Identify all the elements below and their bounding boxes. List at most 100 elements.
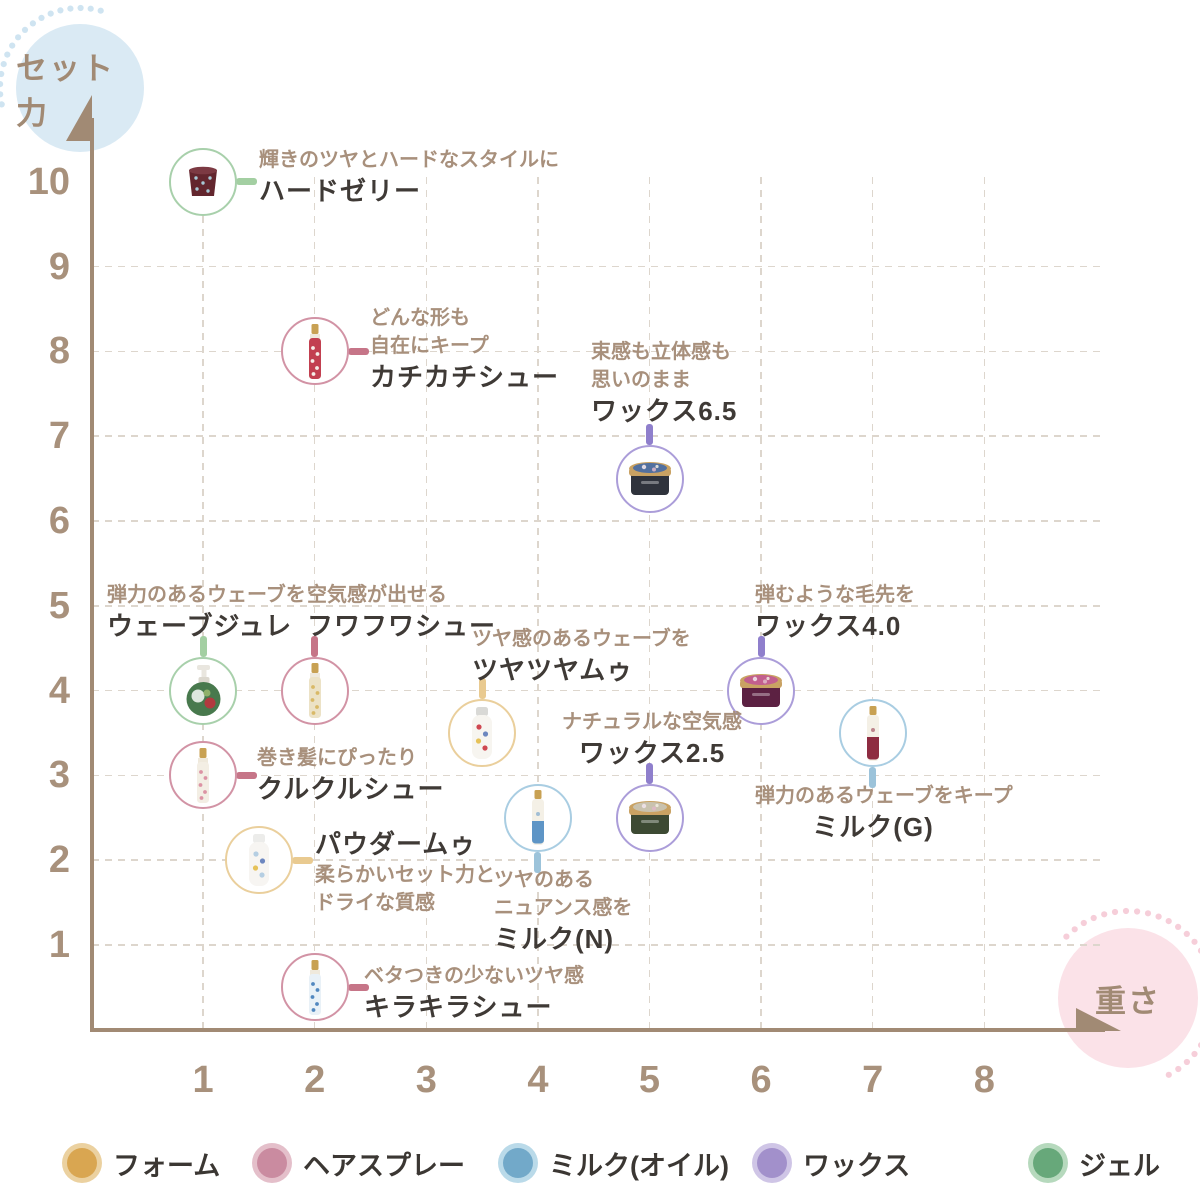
gridline-horizontal bbox=[92, 689, 1102, 692]
x-badge-dot bbox=[1090, 914, 1097, 922]
product-name: ワックス6.5 bbox=[591, 396, 738, 426]
x-tick-label: 5 bbox=[638, 1059, 661, 1101]
x-badge-dot bbox=[1165, 918, 1172, 925]
x-badge-dot bbox=[1165, 1071, 1172, 1078]
y-tick-label: 1 bbox=[48, 924, 70, 966]
product-icon bbox=[307, 663, 323, 719]
x-badge-dot bbox=[1155, 913, 1162, 920]
y-axis-label: セット力 bbox=[16, 51, 115, 131]
legend-dot bbox=[257, 1148, 287, 1178]
legend-item: ミルク(オイル) bbox=[503, 1148, 729, 1181]
gridline-vertical bbox=[648, 177, 651, 1028]
product-caption: ベタつきの少ないツヤ感 bbox=[364, 965, 584, 987]
product-label: ナチュラルな空気感ワックス2.5 bbox=[557, 708, 747, 770]
product-caption: ドライな質感 bbox=[315, 892, 435, 914]
x-badge-dot bbox=[1191, 1050, 1198, 1058]
product-name: ツヤツヤムゥ bbox=[472, 655, 634, 685]
product-caption: 柔らかいセット力と bbox=[315, 864, 495, 886]
y-tick-label: 4 bbox=[48, 669, 70, 712]
connector-stub bbox=[869, 767, 877, 788]
x-tick-label: 1 bbox=[192, 1059, 214, 1101]
gridline-vertical bbox=[871, 177, 874, 1028]
x-tick-label: 7 bbox=[862, 1059, 884, 1101]
product-name: ワックス2.5 bbox=[578, 738, 726, 768]
product-marker bbox=[280, 953, 349, 1022]
x-badge-dot bbox=[1080, 919, 1087, 927]
gridline-horizontal bbox=[92, 265, 1102, 268]
x-tick-label: 2 bbox=[304, 1059, 326, 1101]
y-tick-label: 7 bbox=[48, 415, 70, 458]
product-icon bbox=[530, 790, 546, 846]
y-axis-line bbox=[90, 118, 94, 1031]
product-marker bbox=[224, 826, 293, 895]
x-tick-label: 8 bbox=[973, 1059, 995, 1101]
y-badge-dot bbox=[38, 14, 45, 21]
gridline-horizontal bbox=[92, 774, 1102, 777]
y-tick-label: 2 bbox=[48, 839, 70, 882]
y-badge-dot bbox=[87, 5, 94, 12]
product-name: キラキラシュー bbox=[364, 992, 553, 1022]
product-icon bbox=[247, 834, 271, 887]
y-badge-dot bbox=[57, 7, 64, 14]
y-badge-dot bbox=[47, 10, 54, 17]
y-badge-dot bbox=[4, 51, 11, 58]
x-badge-dot bbox=[1134, 908, 1141, 915]
connector-stub bbox=[347, 983, 369, 991]
connector-stub bbox=[478, 678, 486, 699]
legend-item: ジェル bbox=[1033, 1148, 1160, 1181]
gridline-horizontal bbox=[92, 859, 1102, 861]
gridline-horizontal bbox=[92, 350, 1102, 353]
product-caption: 弾むような毛先を bbox=[755, 584, 915, 606]
gridline-horizontal bbox=[92, 520, 1102, 522]
product-caption: 束感も立体感も bbox=[591, 341, 731, 363]
product-icon bbox=[195, 747, 211, 803]
x-axis-badge: 重さ bbox=[1058, 928, 1198, 1068]
product-label: 空気感が出せる フワフワシュー bbox=[307, 581, 496, 643]
y-tick-label: 9 bbox=[48, 245, 70, 288]
product-marker bbox=[727, 656, 796, 725]
product-marker bbox=[615, 444, 684, 513]
legend-item: ヘアスプレー bbox=[257, 1148, 465, 1181]
product-name: カチカチシュー bbox=[370, 362, 560, 392]
product-caption: どんな形も bbox=[370, 307, 470, 329]
product-caption: 輝きのツヤとハードなスタイルに bbox=[259, 149, 559, 171]
legend-label: ヘアスプレー bbox=[303, 1150, 465, 1181]
product-marker bbox=[169, 147, 238, 216]
y-tick-label: 6 bbox=[48, 500, 70, 542]
y-badge-dot bbox=[15, 34, 22, 41]
x-axis-label: 重さ bbox=[1095, 983, 1161, 1019]
product-name: パウダームゥ bbox=[315, 829, 477, 859]
product-caption: 空気感が出せる bbox=[307, 584, 447, 606]
gridline-vertical bbox=[425, 177, 428, 1028]
product-marker bbox=[615, 783, 684, 852]
connector-stub bbox=[646, 423, 653, 445]
product-label: どんな形も 自在にキープ カチカチシュー bbox=[370, 304, 559, 394]
connector-stub bbox=[646, 762, 653, 784]
y-badge-dot bbox=[0, 91, 4, 98]
product-name: ミルク(G) bbox=[812, 812, 934, 842]
y-badge-dot bbox=[21, 26, 29, 33]
x-badge-dot bbox=[1063, 933, 1070, 940]
product-label: 弾むような毛先を ワックス4.0 bbox=[755, 581, 915, 643]
x-badge-dot bbox=[1175, 1065, 1182, 1073]
product-caption: 弾力のあるウェーブを bbox=[107, 584, 306, 606]
gridline-vertical bbox=[537, 177, 539, 1028]
product-icon bbox=[627, 461, 673, 496]
x-badge-dot bbox=[1183, 930, 1190, 938]
legend-label: ワックス bbox=[803, 1150, 911, 1181]
legend-label: ジェル bbox=[1079, 1150, 1160, 1181]
y-badge-dot bbox=[77, 4, 84, 12]
product-icon bbox=[187, 166, 219, 197]
legend-dot bbox=[503, 1148, 533, 1178]
legend-item: フォーム bbox=[67, 1148, 220, 1181]
x-badge-dot bbox=[1175, 923, 1182, 931]
legend-label: フォーム bbox=[113, 1150, 221, 1181]
y-badge-dot bbox=[0, 101, 5, 108]
product-caption: 弾力のあるウェーブをキープ bbox=[755, 785, 1013, 807]
y-badge-dot bbox=[67, 5, 74, 12]
product-marker bbox=[280, 656, 349, 725]
x-axis-line bbox=[90, 1028, 1105, 1032]
product-caption: ナチュラルな空気感 bbox=[562, 711, 742, 733]
connector-stub bbox=[311, 635, 319, 657]
product-marker bbox=[169, 741, 238, 810]
